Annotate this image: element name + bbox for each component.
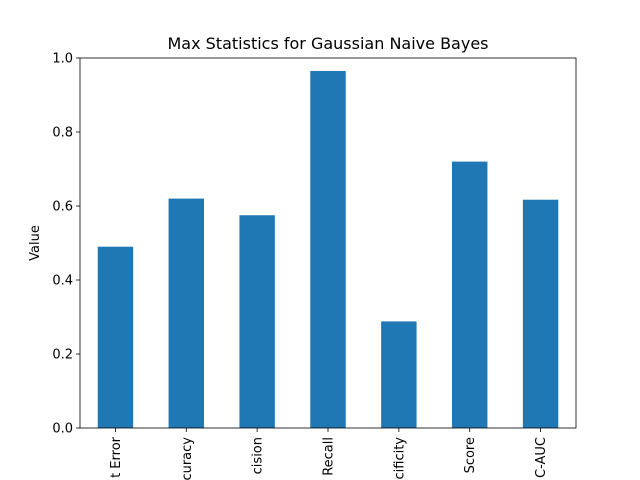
bars-layer — [97, 70, 559, 428]
bar — [522, 199, 559, 428]
x-tick-label: Score — [463, 437, 478, 473]
y-tick-label: 0.0 — [52, 422, 73, 437]
x-tick-label: C-AUC — [534, 437, 549, 478]
bar — [97, 246, 134, 428]
x-tick-label: t Error — [109, 436, 124, 478]
x-tick-label: cision — [251, 437, 266, 474]
bar — [381, 321, 417, 428]
axes-layer: 0.0 0.2 0.4 0.6 0.8 1.0 — [52, 52, 577, 437]
bar — [452, 161, 488, 428]
x-tick-label: curacy — [180, 437, 195, 480]
y-axis-label: Value — [28, 225, 43, 261]
ticks-layer: t Error curacy cision Recall cificity Score C-… — [109, 436, 549, 480]
bar — [239, 215, 275, 428]
y-tick-label: 0.6 — [52, 200, 73, 215]
bar — [310, 70, 346, 428]
x-tick-label: Recall — [322, 437, 337, 476]
y-tick-label: 0.2 — [52, 348, 73, 363]
x-tick-label: cificity — [392, 437, 407, 480]
bar — [168, 198, 204, 428]
y-tick-label: 1.0 — [52, 52, 73, 67]
chart-title: Max Statistics for Gaussian Naive Bayes — [167, 34, 488, 53]
y-tick-label: 0.4 — [52, 274, 73, 289]
y-tick-label: 0.8 — [52, 126, 73, 141]
